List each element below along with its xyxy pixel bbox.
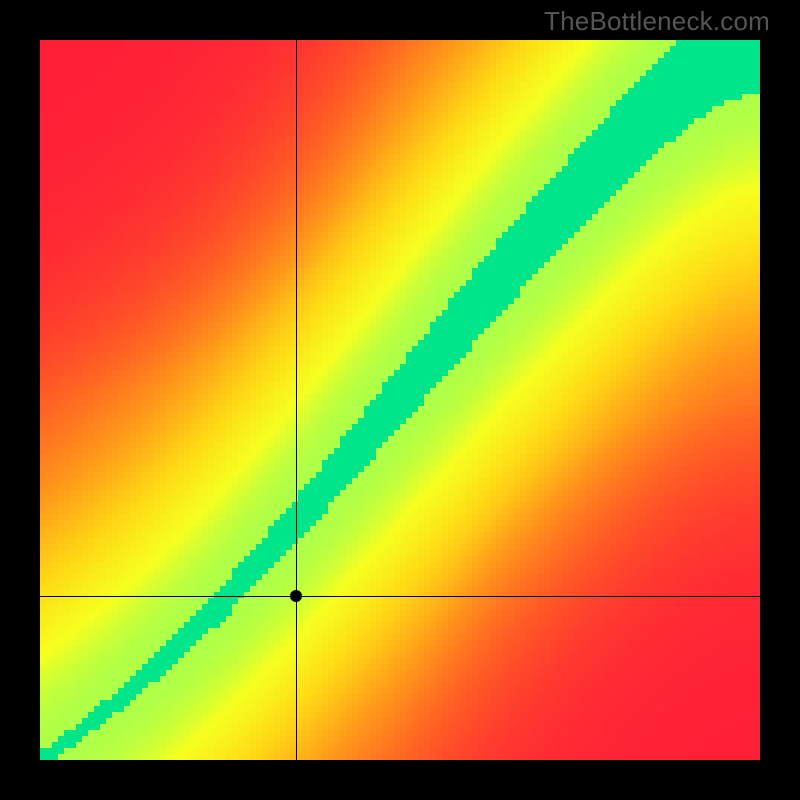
heatmap-canvas — [40, 40, 760, 760]
watermark-text: TheBottleneck.com — [544, 6, 770, 37]
crosshair-vertical — [296, 40, 297, 760]
crosshair-horizontal — [40, 596, 760, 597]
crosshair-dot — [290, 590, 302, 602]
plot-area — [40, 40, 760, 760]
chart-container: TheBottleneck.com — [0, 0, 800, 800]
